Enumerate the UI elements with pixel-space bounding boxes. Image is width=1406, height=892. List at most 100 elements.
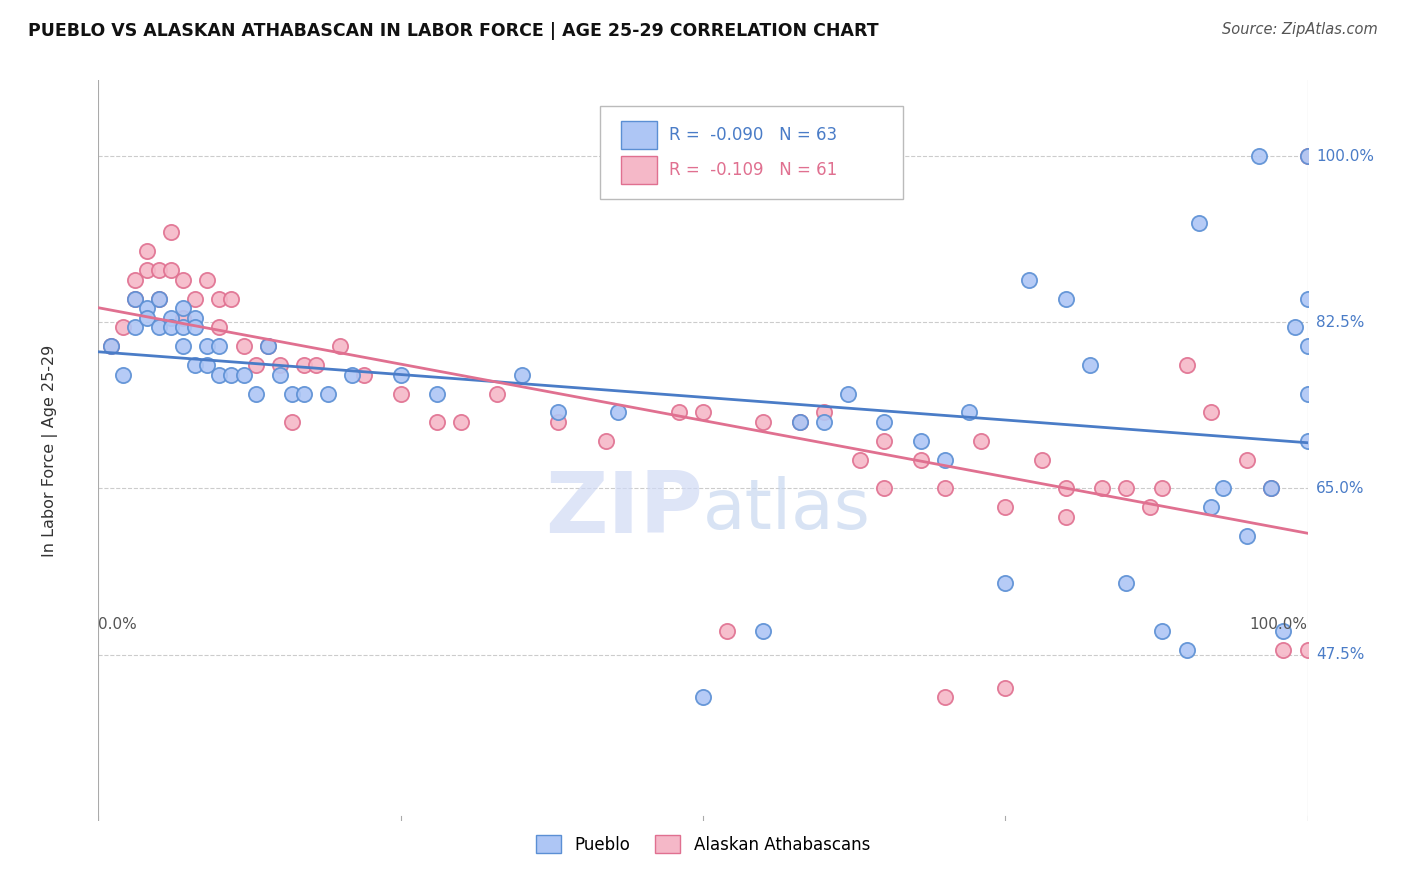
Point [1296, 434, 1319, 448]
Point [1091, 482, 1114, 496]
Point [1296, 386, 1319, 401]
Point [1236, 453, 1258, 467]
Point [1296, 292, 1319, 306]
Point [221, 292, 243, 306]
Text: ZIP: ZIP [546, 468, 703, 551]
Point [148, 263, 170, 277]
Point [789, 415, 811, 429]
Point [292, 358, 315, 372]
Point [232, 368, 254, 382]
Point [208, 292, 231, 306]
Point [160, 263, 183, 277]
Point [208, 368, 231, 382]
Point [269, 368, 291, 382]
Text: atlas: atlas [703, 476, 870, 543]
Point [184, 310, 207, 325]
Point [389, 368, 412, 382]
Point [160, 225, 183, 239]
Point [752, 415, 775, 429]
Point [1152, 624, 1174, 638]
Point [692, 405, 714, 419]
Point [256, 339, 278, 353]
Point [1054, 292, 1077, 306]
Point [111, 320, 134, 334]
Point [1296, 149, 1319, 163]
Point [232, 339, 254, 353]
Text: 100.0%: 100.0% [1250, 617, 1308, 632]
Point [450, 415, 472, 429]
Point [970, 434, 993, 448]
Point [692, 690, 714, 705]
Text: R =  -0.090   N = 63: R = -0.090 N = 63 [669, 126, 837, 145]
Point [124, 292, 146, 306]
Point [1188, 216, 1211, 230]
Point [873, 415, 896, 429]
Point [135, 244, 157, 259]
Point [910, 453, 932, 467]
Point [1175, 358, 1198, 372]
Point [1139, 500, 1161, 515]
Point [1115, 576, 1137, 591]
Point [789, 415, 811, 429]
Point [716, 624, 738, 638]
Point [668, 405, 690, 419]
Point [547, 405, 569, 419]
Point [100, 339, 122, 353]
Point [1199, 500, 1222, 515]
Point [135, 301, 157, 315]
Point [148, 320, 170, 334]
Point [342, 368, 364, 382]
Point [269, 358, 291, 372]
Point [100, 339, 122, 353]
Point [849, 453, 872, 467]
Point [195, 358, 218, 372]
Text: 0.0%: 0.0% [98, 617, 138, 632]
Point [1078, 358, 1101, 372]
Point [547, 415, 569, 429]
Point [813, 415, 835, 429]
Point [934, 690, 956, 705]
Bar [621, 156, 657, 184]
Point [208, 320, 231, 334]
Point [426, 415, 449, 429]
Point [292, 386, 315, 401]
Point [389, 386, 412, 401]
Point [281, 386, 304, 401]
Point [172, 310, 194, 325]
Point [426, 386, 449, 401]
Text: In Labor Force | Age 25-29: In Labor Force | Age 25-29 [42, 344, 58, 557]
Point [195, 272, 218, 286]
Point [148, 292, 170, 306]
Point [994, 681, 1017, 695]
Text: 65.0%: 65.0% [1316, 481, 1364, 496]
Point [172, 301, 194, 315]
Text: 47.5%: 47.5% [1316, 647, 1364, 662]
Point [1031, 453, 1053, 467]
Point [172, 320, 194, 334]
Point [1236, 529, 1258, 543]
Text: 82.5%: 82.5% [1316, 315, 1364, 330]
Point [873, 482, 896, 496]
Point [1260, 482, 1282, 496]
Point [1152, 482, 1174, 496]
Text: Source: ZipAtlas.com: Source: ZipAtlas.com [1222, 22, 1378, 37]
Bar [621, 121, 657, 149]
Point [837, 386, 859, 401]
Point [1272, 624, 1295, 638]
Point [994, 576, 1017, 591]
Point [595, 434, 617, 448]
Point [245, 358, 267, 372]
Point [1054, 482, 1077, 496]
Legend: Pueblo, Alaskan Athabascans: Pueblo, Alaskan Athabascans [530, 829, 876, 861]
Point [316, 386, 339, 401]
Point [1018, 272, 1040, 286]
Point [1284, 320, 1306, 334]
Point [172, 339, 194, 353]
Point [910, 434, 932, 448]
Point [172, 272, 194, 286]
Point [1175, 642, 1198, 657]
Point [1296, 339, 1319, 353]
Point [184, 320, 207, 334]
Point [353, 368, 375, 382]
Point [135, 263, 157, 277]
